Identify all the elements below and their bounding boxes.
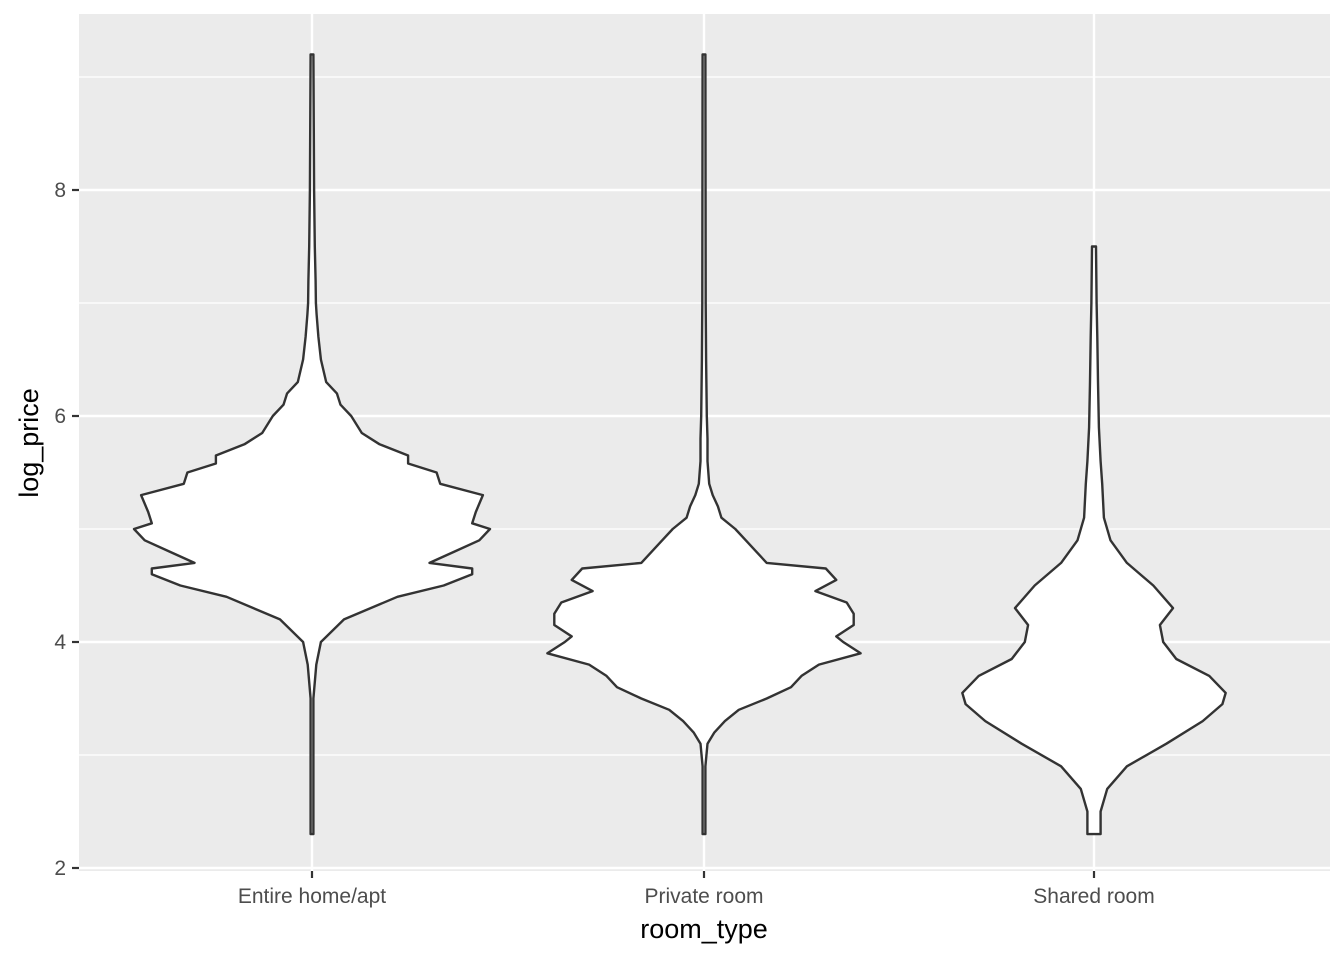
x-tick-label: Shared room xyxy=(1033,885,1154,908)
y-tick-label: 8 xyxy=(54,179,66,202)
x-axis-title: room_type xyxy=(640,914,768,944)
violin-marks xyxy=(132,53,1227,836)
y-tick-label: 4 xyxy=(54,631,66,654)
y-tick-label: 6 xyxy=(54,405,66,428)
x-tick-label: Entire home/apt xyxy=(238,885,386,908)
y-tick-label: 2 xyxy=(54,857,66,880)
violin-private-room xyxy=(546,53,862,836)
x-axis: Entire home/apt Private room Shared room xyxy=(238,871,1155,908)
x-tick-label: Private room xyxy=(644,885,763,908)
y-axis-title: log_price xyxy=(14,388,44,498)
violin-shared-room xyxy=(961,245,1227,836)
violin-entire-home-apt xyxy=(132,53,492,836)
y-axis: 2 4 6 8 xyxy=(54,179,79,880)
